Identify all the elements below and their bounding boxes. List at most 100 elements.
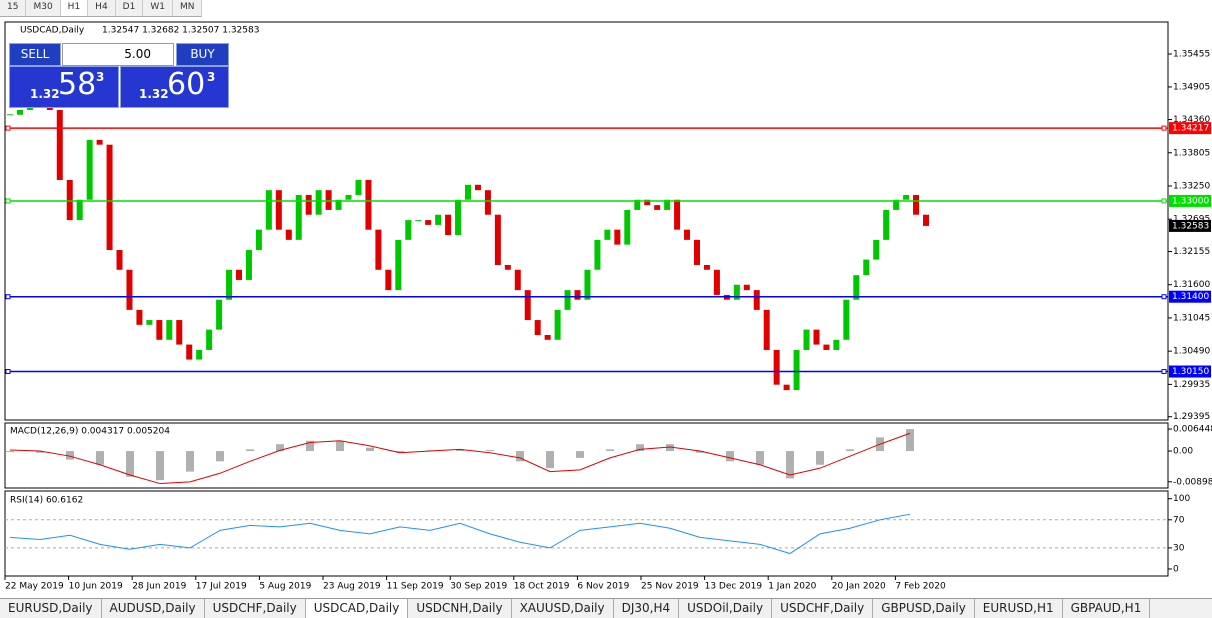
tab[interactable]: USDOil,Daily <box>679 599 773 618</box>
tab[interactable]: D1 <box>116 0 144 16</box>
x-tick-label: 17 Jul 2019 <box>196 582 247 592</box>
macd-bar <box>156 451 164 481</box>
tab[interactable]: USDCHF,Daily <box>772 599 874 618</box>
y-tick-label: 1.34360 <box>1173 115 1210 125</box>
tab[interactable]: EURUSD,Daily <box>0 599 102 618</box>
y-tick-label: 70 <box>1173 515 1185 525</box>
candle <box>305 194 312 215</box>
macd-bar <box>546 451 554 469</box>
candle <box>325 190 332 210</box>
x-tick-label: 10 Jun 2019 <box>69 582 123 592</box>
x-tick-label: 28 Jun 2019 <box>132 582 186 592</box>
candle <box>186 344 193 360</box>
x-tick-label: 13 Dec 2019 <box>705 582 763 592</box>
tab[interactable]: EURUSD,H1 <box>975 599 1063 618</box>
tab[interactable]: 15 <box>0 0 27 16</box>
tab[interactable]: MN <box>173 0 203 16</box>
candle <box>435 214 442 225</box>
level-handle <box>5 198 11 204</box>
y-tick-label: 1.31045 <box>1173 313 1210 323</box>
price-frac: 3 <box>207 70 216 84</box>
tab[interactable]: AUDUSD,Daily <box>102 599 205 618</box>
rsi-line <box>9 513 911 555</box>
tab[interactable]: USDCHF,Daily <box>205 599 306 618</box>
macd-bar <box>366 447 374 452</box>
tab[interactable]: DJ30,H4 <box>614 599 680 618</box>
candle <box>96 139 103 145</box>
macd-bar <box>516 451 524 462</box>
candle <box>564 290 571 310</box>
tab[interactable]: H4 <box>88 0 116 16</box>
x-tick-label: 18 Oct 2019 <box>514 582 570 592</box>
candle <box>654 205 661 210</box>
tab[interactable]: M30 <box>26 0 61 16</box>
tab[interactable]: GBPAUD,H1 <box>1063 599 1151 618</box>
level-handle <box>5 125 11 131</box>
macd-bar <box>636 444 644 452</box>
price-big: 1.32 <box>139 87 169 101</box>
candle <box>713 269 720 295</box>
timeframe-bar: 15 M30 H1 H4 D1 W1 MN <box>0 0 203 17</box>
candle <box>763 309 770 350</box>
level-label-box <box>1169 122 1211 135</box>
candle <box>703 264 710 270</box>
candle <box>773 349 780 385</box>
candle <box>206 329 213 350</box>
chart-title: USDCAD,Daily <box>20 26 85 36</box>
lot-input[interactable]: 5.00 <box>62 43 174 66</box>
candle <box>634 199 641 210</box>
candle <box>484 190 491 215</box>
candle <box>146 320 153 325</box>
macd-bar <box>96 451 104 465</box>
candle <box>216 299 223 330</box>
panel-frame <box>4 490 1169 577</box>
y-tick-label: 1.32155 <box>1173 247 1210 257</box>
macd-bar <box>606 449 614 452</box>
candle <box>445 214 452 236</box>
indicator-title: RSI(14) 60.6162 <box>10 496 83 506</box>
price-frac: 3 <box>96 70 105 84</box>
tab[interactable]: W1 <box>143 0 173 16</box>
candle <box>574 290 581 300</box>
candle <box>455 199 462 236</box>
candle <box>375 229 382 270</box>
tab[interactable]: USDCAD,Daily <box>305 599 409 618</box>
candle <box>255 229 262 251</box>
macd-bar <box>756 451 764 465</box>
buy-button[interactable]: BUY <box>176 43 229 66</box>
candle <box>544 335 551 340</box>
tab[interactable]: USDCNH,Daily <box>408 599 512 618</box>
candle <box>474 184 481 191</box>
macd-bar <box>36 451 44 453</box>
candle <box>405 220 412 240</box>
candle <box>913 194 920 215</box>
y-tick-label: 1.34905 <box>1173 82 1210 92</box>
candle <box>903 194 910 200</box>
candle <box>554 309 561 340</box>
price-big: 1.32 <box>30 87 60 101</box>
level-handle <box>1161 294 1167 300</box>
tab[interactable]: XAUUSD,Daily <box>512 599 614 618</box>
candle <box>335 199 342 210</box>
y-tick-label: 1.29395 <box>1173 412 1210 422</box>
macd-bar <box>666 444 674 452</box>
candle <box>395 239 402 291</box>
sell-price[interactable]: 1.32 58 3 <box>9 66 119 108</box>
macd-bar <box>906 429 914 452</box>
tab[interactable]: GBPUSD,Daily <box>873 599 975 618</box>
x-tick-label: 1 Jan 2020 <box>768 582 816 592</box>
level-handle <box>5 369 11 375</box>
macd-bar <box>186 451 194 472</box>
level-label: 1.30150 <box>1172 367 1209 377</box>
candle <box>514 269 521 291</box>
tab[interactable]: H1 <box>60 0 89 16</box>
buy-price[interactable]: 1.32 60 3 <box>120 66 229 108</box>
candle <box>644 199 651 206</box>
x-tick-label: 11 Sep 2019 <box>387 582 444 592</box>
candle <box>285 229 292 240</box>
y-tick-label: 0.00 <box>1173 447 1193 457</box>
candle <box>873 239 880 260</box>
x-tick-label: 25 Nov 2019 <box>641 582 699 592</box>
sell-button[interactable]: SELL <box>9 43 61 66</box>
candle <box>345 194 352 200</box>
